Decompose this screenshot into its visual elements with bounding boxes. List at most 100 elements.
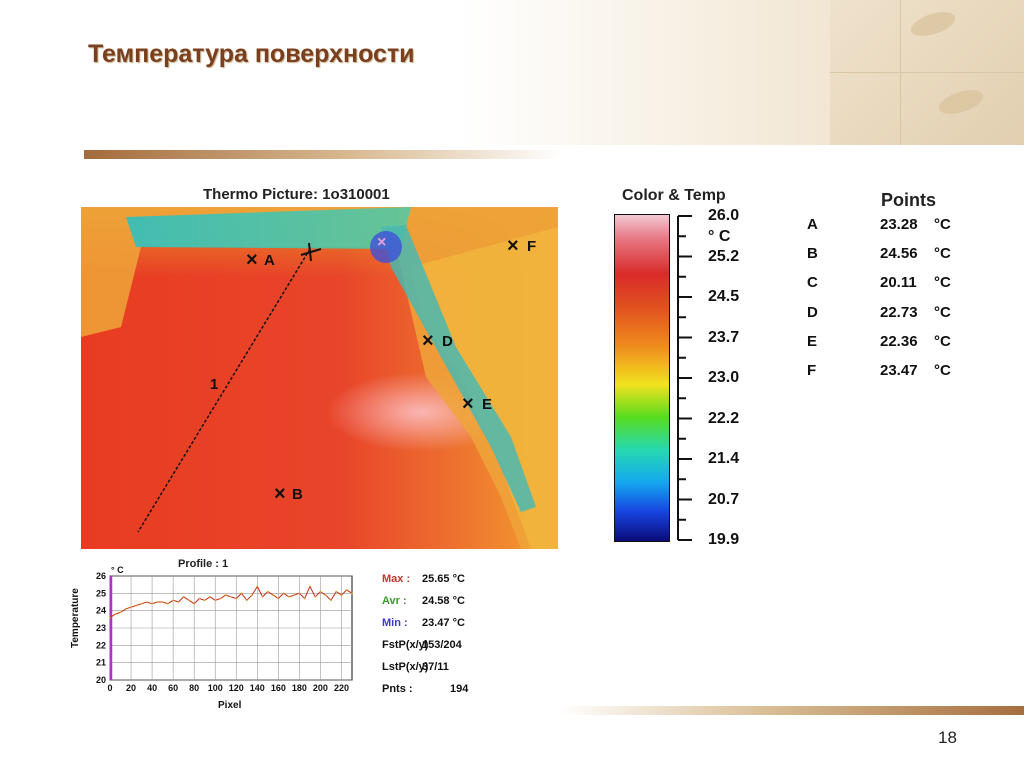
- x-tick-label: 40: [147, 683, 157, 693]
- colorbar-tick-label: 21.4: [708, 450, 740, 467]
- profile-data-point: [319, 590, 322, 593]
- point-value: 23.47: [880, 362, 918, 379]
- profile-line: [137, 248, 311, 533]
- profile-data-point: [266, 590, 269, 593]
- stat-label-fst: FstP(x/y): [382, 639, 429, 651]
- marker-a-label: A: [264, 252, 275, 269]
- stat-value-fst: 153/204: [422, 639, 462, 651]
- profile-data-point: [324, 594, 327, 596]
- stat-value-min: 23.47 °C: [422, 617, 465, 629]
- marker-d-label: D: [442, 333, 453, 350]
- profile-data-point: [245, 599, 248, 602]
- marker-f-cross: ×: [507, 235, 519, 257]
- profile-data-point: [261, 595, 264, 598]
- profile-data-point: [198, 597, 201, 600]
- profile-data-point: [214, 599, 217, 602]
- x-tick-label: 100: [208, 683, 223, 693]
- profile-data-point: [256, 585, 259, 588]
- profile-line-label: 1: [210, 376, 219, 393]
- stat-label-min: Min :: [382, 617, 408, 629]
- profile-data-point: [314, 595, 317, 598]
- colorbar-tick-label: 19.9: [708, 531, 740, 548]
- profile-data-point: [209, 595, 211, 598]
- colorbar-tick-label: 26.0: [708, 207, 740, 224]
- x-tick-label: 140: [250, 683, 265, 693]
- profile-data-point: [340, 594, 343, 596]
- chart-ylabel: Temperature: [70, 588, 81, 648]
- profile-data-point: [151, 602, 153, 605]
- profile-data-point: [166, 602, 169, 605]
- point-unit: °C: [934, 362, 951, 379]
- marker-b-label: B: [292, 486, 303, 503]
- colorbar-tick-label: 20.7: [708, 490, 740, 508]
- y-tick-label: 20: [96, 675, 106, 685]
- profile-data-point: [309, 585, 311, 588]
- x-tick-label: 0: [107, 683, 112, 693]
- point-id: F: [807, 362, 817, 379]
- chart-y-unit: ° C: [111, 565, 124, 575]
- point-value: 24.56: [880, 245, 918, 263]
- colorbar-tick-label: 23.0: [708, 369, 740, 386]
- colorbar-unit: ° C: [708, 228, 731, 245]
- profile-data-point: [240, 592, 243, 595]
- profile-data-point: [330, 599, 332, 602]
- point-unit: °C: [934, 274, 951, 292]
- profile-data-point: [272, 594, 274, 596]
- colorbar-ticks: [677, 215, 692, 541]
- stat-label-max: Max :: [382, 573, 411, 585]
- profile-data-point: [282, 592, 285, 595]
- colorbar-tick-label: 25.2: [708, 247, 740, 265]
- profile-data-point: [161, 601, 164, 603]
- profile-data-point: [193, 602, 196, 605]
- profile-data-point: [345, 588, 348, 591]
- footer-divider: [560, 706, 1024, 715]
- x-tick-label: 60: [168, 683, 178, 693]
- x-tick-label: 180: [292, 683, 307, 693]
- profile-start-mark: [308, 242, 312, 262]
- stat-label-lst: LstP(x/y): [382, 661, 429, 673]
- profile-data-point: [287, 595, 290, 598]
- point-id: C: [807, 274, 818, 292]
- stat-label-pnts: Pnts :: [382, 683, 413, 695]
- coldest-spot: [370, 231, 402, 263]
- profile-chart: 0 20 40 60 80 100 120 140 160 180 200 2202021222324…: [96, 571, 353, 693]
- marker-b-cross: ×: [274, 483, 286, 505]
- profile-data-point: [277, 597, 280, 600]
- title-divider: [84, 150, 564, 159]
- point-unit: °C: [934, 216, 951, 233]
- marker-f-label: F: [527, 238, 537, 255]
- point-id: B: [807, 245, 818, 263]
- stat-value-max: 25.65 °C: [422, 573, 465, 585]
- point-unit: °C: [934, 332, 951, 350]
- marker-c-cross: ×: [377, 234, 386, 251]
- profile-data-point: [351, 592, 353, 595]
- profile-data-point: [156, 601, 159, 603]
- warm-region-right: [411, 227, 558, 549]
- profile-data-point: [145, 601, 148, 603]
- point-id: A: [807, 216, 818, 233]
- thermo-caption: Thermo Picture: 1o310001: [203, 186, 390, 203]
- y-tick-label: 21: [96, 658, 106, 668]
- profile-data-point: [124, 608, 127, 610]
- x-tick-label: 200: [313, 683, 328, 693]
- point-id: D: [807, 303, 818, 321]
- y-tick-label: 22: [96, 640, 106, 650]
- cold-edge-top: [126, 207, 411, 249]
- thermal-image: × 1 × A × B × D × E × F: [81, 207, 558, 549]
- colorbar-tick-label: 24.5: [708, 288, 740, 305]
- profile-data-point: [188, 599, 190, 602]
- marker-e-label: E: [482, 396, 493, 413]
- slide-title: Температура поверхности: [88, 40, 415, 68]
- colorbar-title: Color & Temp: [622, 187, 726, 204]
- marker-a-cross: ×: [246, 249, 258, 271]
- profile-data-point: [224, 594, 227, 596]
- stat-value-lst: 37/11: [422, 661, 449, 673]
- profile-data-point: [219, 597, 222, 600]
- y-tick-label: 24: [96, 606, 106, 616]
- point-value: 22.73: [880, 303, 918, 321]
- profile-data-point: [303, 597, 306, 600]
- chart-title: Profile : 1: [178, 558, 229, 570]
- point-id: E: [807, 332, 818, 350]
- stat-value-avr: 24.58 °C: [422, 595, 465, 607]
- point-value: 22.36: [880, 332, 918, 350]
